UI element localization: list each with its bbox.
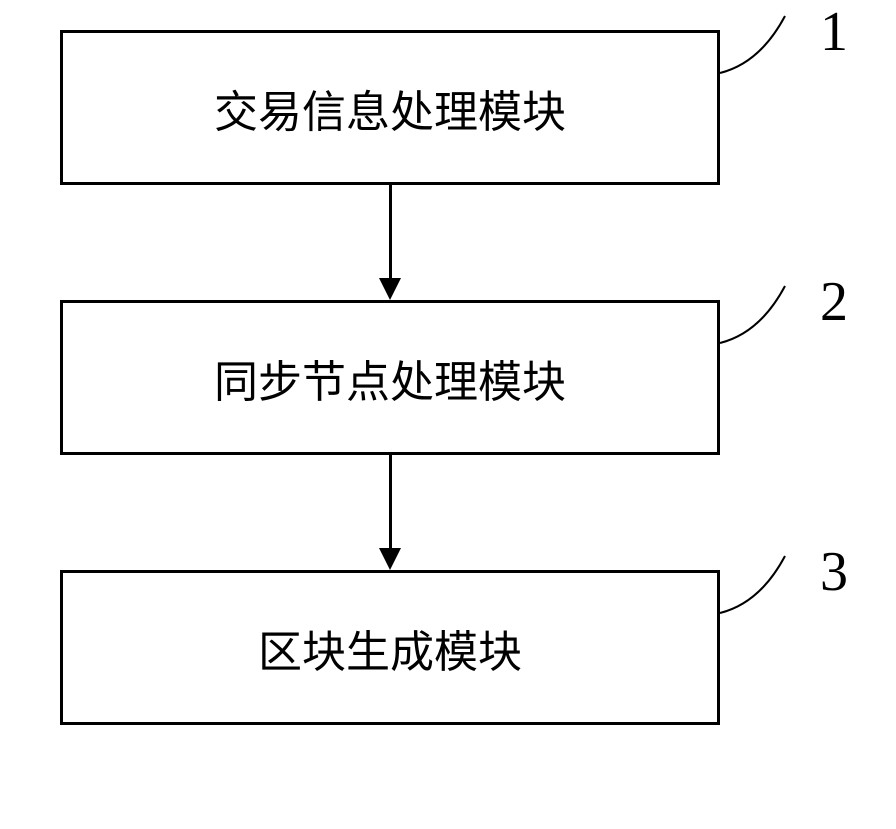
flow-box-2: 同步节点处理模块	[60, 300, 720, 455]
leader-line-3	[715, 548, 835, 618]
arrow-2-line	[389, 455, 392, 550]
arrow-1-head	[379, 278, 401, 300]
flow-box-3: 区块生成模块	[60, 570, 720, 725]
leader-line-2	[715, 278, 835, 348]
flowchart-container: 交易信息处理模块 1 同步节点处理模块 2 区块生成模块 3	[60, 30, 840, 725]
arrow-2-head	[379, 548, 401, 570]
flow-label-3: 3	[820, 540, 848, 604]
flow-box-1-text: 交易信息处理模块	[214, 76, 566, 140]
flow-arrow-2	[60, 455, 720, 570]
flow-box-2-text: 同步节点处理模块	[214, 346, 566, 410]
flow-box-3-text: 区块生成模块	[258, 616, 522, 680]
flow-box-1: 交易信息处理模块	[60, 30, 720, 185]
flow-arrow-1	[60, 185, 720, 300]
flow-label-2: 2	[820, 270, 848, 334]
arrow-1-line	[389, 185, 392, 280]
leader-line-1	[715, 8, 835, 78]
flow-label-1: 1	[820, 0, 848, 64]
